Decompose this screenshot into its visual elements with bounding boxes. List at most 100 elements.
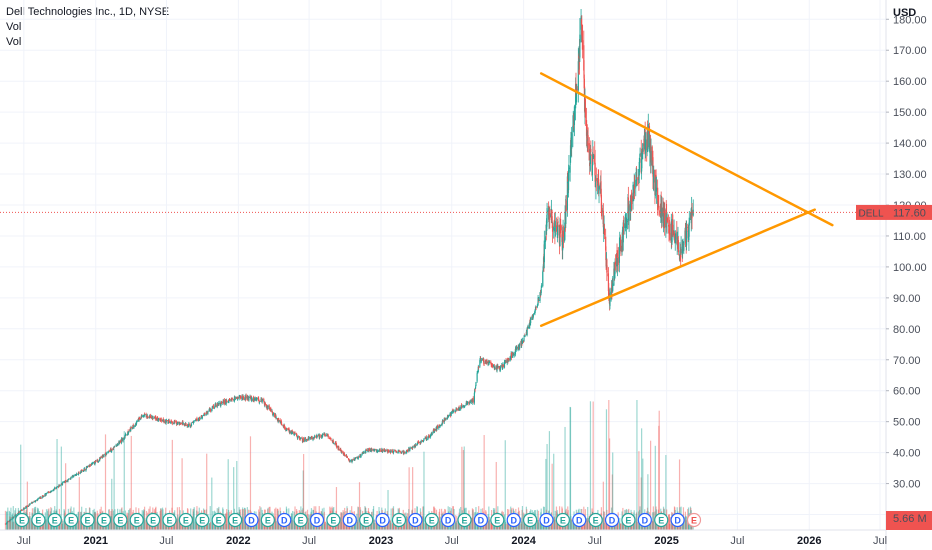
volume-bar: [405, 515, 407, 530]
volume-bar: [12, 522, 14, 530]
candle-body: [526, 328, 528, 336]
candle-body: [682, 242, 684, 243]
volume-bar: [272, 522, 275, 530]
volume-bar: [309, 515, 311, 530]
candle-body: [592, 156, 595, 158]
chart-legend: Dell Technologies Inc., 1D, NYSE Vol Vol: [6, 5, 169, 50]
candle-body: [557, 221, 559, 223]
volume-bar: [537, 510, 540, 530]
volume-badge-2: [886, 526, 932, 530]
candle-body: [431, 432, 433, 436]
legend-volume-2[interactable]: Vol: [6, 36, 22, 48]
candle-body: [23, 507, 25, 509]
candle-body: [83, 468, 85, 471]
volume-bar: [454, 515, 456, 530]
earnings-marker: [14, 512, 30, 528]
volume-bar: [45, 519, 47, 530]
volume-bar: [425, 522, 427, 530]
candle-body: [527, 327, 529, 329]
candle-body: [272, 413, 275, 414]
volume-bar: [455, 521, 457, 530]
volume-bar: [424, 521, 427, 530]
x-tick-label: 2022: [226, 535, 250, 547]
y-tick-label: 130.00: [893, 169, 927, 181]
volume-bars: [4, 400, 694, 530]
volume-bar: [571, 519, 573, 530]
volume-bar: [635, 521, 637, 530]
candle-body: [203, 413, 205, 415]
candle-body: [664, 209, 666, 228]
volume-bar: [43, 523, 45, 530]
x-tick-label: Jul: [588, 535, 602, 547]
event-letter: D: [445, 516, 452, 526]
volume-bar: [158, 523, 160, 530]
candle-body: [174, 420, 176, 423]
candle-body: [207, 411, 209, 414]
volume-bar: [163, 522, 165, 530]
volume-bar: [78, 477, 80, 530]
candle-body: [608, 289, 610, 297]
volume-bar: [485, 521, 488, 530]
candle-body: [258, 401, 261, 403]
volume-bar: [29, 516, 31, 530]
volume-bar: [406, 513, 409, 530]
legend-volume[interactable]: Vol: [6, 21, 22, 33]
candle-body: [61, 482, 64, 485]
candle-body: [510, 356, 512, 358]
volume-bar: [211, 477, 213, 530]
candle-body: [402, 450, 404, 453]
y-tick-label: 80.00: [893, 324, 921, 336]
candle-body: [582, 40, 584, 50]
event-letter: E: [68, 516, 74, 526]
event-letter: E: [593, 516, 599, 526]
volume-bar: [67, 523, 69, 530]
candle-body: [166, 420, 168, 421]
candle-body: [99, 458, 101, 462]
volume-bar: [554, 519, 556, 530]
volume-bar: [7, 521, 9, 530]
candle-body: [682, 243, 684, 254]
candle-body: [86, 465, 89, 468]
candle-body: [26, 505, 28, 507]
candle-body: [508, 358, 510, 361]
candle-body: [551, 216, 553, 224]
candle-body: [179, 423, 182, 424]
legend-title[interactable]: Dell Technologies Inc., 1D, NYSE: [6, 6, 170, 18]
candle-body: [426, 438, 428, 440]
volume-bar: [357, 507, 359, 530]
candle-body: [477, 371, 479, 373]
candle-body: [261, 398, 263, 402]
volume-bar: [684, 511, 686, 530]
candle-body: [304, 438, 306, 442]
event-letter: D: [412, 516, 419, 526]
candle-body: [344, 454, 346, 457]
volume-bar: [296, 523, 298, 530]
candle-body: [29, 503, 31, 505]
candle-body: [201, 416, 204, 418]
volume-bar: [655, 522, 657, 530]
candle-body: [168, 422, 171, 424]
candle-body: [469, 401, 472, 403]
volume-bar: [685, 516, 688, 530]
volume-bar: [603, 511, 605, 530]
candle-body: [551, 225, 554, 232]
candle-body: [606, 270, 608, 272]
dividend-marker: [670, 512, 685, 528]
candle-body: [577, 61, 579, 91]
volume-bar: [612, 452, 614, 530]
candle-body: [510, 353, 513, 358]
volume-bar: [337, 523, 339, 530]
volume-bar: [469, 521, 472, 530]
volume-bar: [171, 439, 173, 530]
candle-body: [316, 435, 318, 437]
candle-body: [45, 493, 48, 494]
candle-body: [453, 410, 455, 412]
volume-bar: [553, 516, 556, 530]
volume-bar: [455, 522, 457, 530]
volume-bar: [471, 517, 473, 530]
volume-bar: [100, 523, 102, 530]
volume-bar: [64, 521, 66, 530]
volume-bar: [623, 522, 625, 530]
